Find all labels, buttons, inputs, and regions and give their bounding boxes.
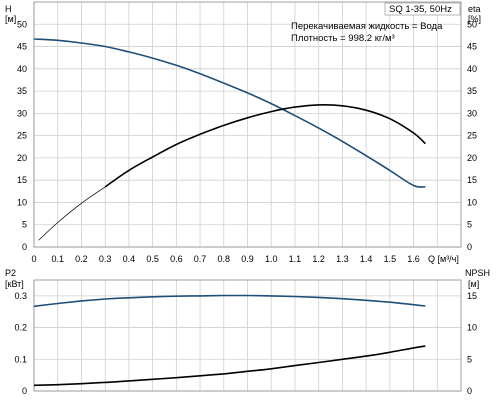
head-axis-label: H xyxy=(5,4,12,14)
left-axis-tick-label: 50 xyxy=(17,19,27,29)
right-axis-tick-label: 35 xyxy=(467,86,477,96)
chart-title: SQ 1-35, 50Hz xyxy=(389,4,452,15)
flow-axis-tick-label: 1.3 xyxy=(336,254,349,264)
right-axis-tick-label: 30 xyxy=(467,108,477,118)
right-axis-tick-label: 50 xyxy=(467,19,477,29)
flow-axis-tick-label: 0.9 xyxy=(241,254,254,264)
right-axis-tick-label: 0 xyxy=(467,386,472,396)
right-axis-tick-label: 5 xyxy=(467,354,472,364)
chart-title-box xyxy=(384,2,461,16)
left-axis-tick-label: 40 xyxy=(17,64,27,74)
right-axis-tick-label: 10 xyxy=(467,197,477,207)
head-efficiency-chart: 0 0.1 0.2 0.3 0.4 0.5 0.6 0.7 0.8 0.9 1.0 1.1 1.2 1.3… xyxy=(5,1,481,264)
flow-axis-tick-label: 0.5 xyxy=(146,254,159,264)
density-annotation: Плотность = 998.2 кг/м³ xyxy=(291,33,395,44)
efficiency-axis-label: eta xyxy=(468,4,481,14)
right-axis-tick-label: 25 xyxy=(467,131,477,141)
right-axis-tick-label: 5 xyxy=(467,220,472,230)
left-axis-tick-label: 0.2 xyxy=(14,323,27,333)
flow-axis-tick-label: 1.0 xyxy=(265,254,278,264)
flow-axis-tick-label: 0.7 xyxy=(194,254,207,264)
npsh-axis-label: NPSH xyxy=(465,268,490,278)
left-axis-tick-label: 35 xyxy=(17,86,27,96)
right-axis-tick-label: 40 xyxy=(467,64,477,74)
flow-axis-tick-label: 1.5 xyxy=(384,254,397,264)
curve-series-1 xyxy=(104,104,426,188)
efficiency-axis-unit: [%] xyxy=(468,14,481,24)
right-axis-tick-label: 20 xyxy=(467,153,477,163)
head-efficiency-plot-frame xyxy=(33,1,462,248)
head-axis-unit: [м] xyxy=(5,14,16,24)
power-npsh-plot-frame xyxy=(33,279,462,392)
flow-axis-tick-label: 0.3 xyxy=(99,254,112,264)
left-axis-tick-label: 10 xyxy=(17,197,27,207)
right-axis-tick-label: 10 xyxy=(467,323,477,333)
right-axis-tick-label: 15 xyxy=(467,291,477,301)
curve-series-0 xyxy=(33,38,426,188)
flow-axis-tick-label: 1.6 xyxy=(407,254,420,264)
power-axis-unit: [кВт] xyxy=(5,279,24,289)
right-axis-tick-label: 0 xyxy=(467,242,472,252)
flow-axis-tick-label: 0 xyxy=(31,254,36,264)
flow-axis-tick-label: 0.1 xyxy=(51,254,64,264)
fluid-annotation: Перекачиваемая жидкость = Вода xyxy=(291,21,443,32)
power-npsh-chart: 0 0.1 0.2 0.3 0 5 10 15 P2 [кВт] NPSH [м] xyxy=(5,268,490,396)
flow-axis-tick-label: 1.2 xyxy=(312,254,325,264)
flow-axis-tick-label: 0.4 xyxy=(123,254,136,264)
flow-axis-tick-label: 0.8 xyxy=(218,254,231,264)
left-axis-tick-label: 20 xyxy=(17,153,27,163)
left-axis-tick-label: 0.3 xyxy=(14,291,27,301)
curve-series-1 xyxy=(33,345,426,387)
left-axis-tick-label: 25 xyxy=(17,131,27,141)
right-axis-tick-label: 45 xyxy=(467,42,477,52)
flow-axis-tick-label: 0.2 xyxy=(75,254,88,264)
power-axis-label: P2 xyxy=(5,268,16,278)
left-axis-tick-label: 45 xyxy=(17,42,27,52)
right-axis-tick-label: 15 xyxy=(467,175,477,185)
npsh-axis-unit: [м] xyxy=(468,279,479,289)
left-axis-tick-label: 5 xyxy=(22,220,27,230)
curve-series-1-thin xyxy=(38,185,108,241)
left-axis-tick-label: 30 xyxy=(17,108,27,118)
flow-axis-label: Q [м³/ч] xyxy=(428,254,459,264)
left-axis-tick-label: 0 xyxy=(22,386,27,396)
flow-axis-tick-label: 1.1 xyxy=(289,254,302,264)
flow-axis-tick-label: 1.4 xyxy=(360,254,373,264)
curve-series-0 xyxy=(33,294,426,308)
left-axis-tick-label: 15 xyxy=(17,175,27,185)
flow-axis-tick-label: 0.6 xyxy=(170,254,183,264)
left-axis-tick-label: 0 xyxy=(22,242,27,252)
left-axis-tick-label: 0.1 xyxy=(14,354,27,364)
